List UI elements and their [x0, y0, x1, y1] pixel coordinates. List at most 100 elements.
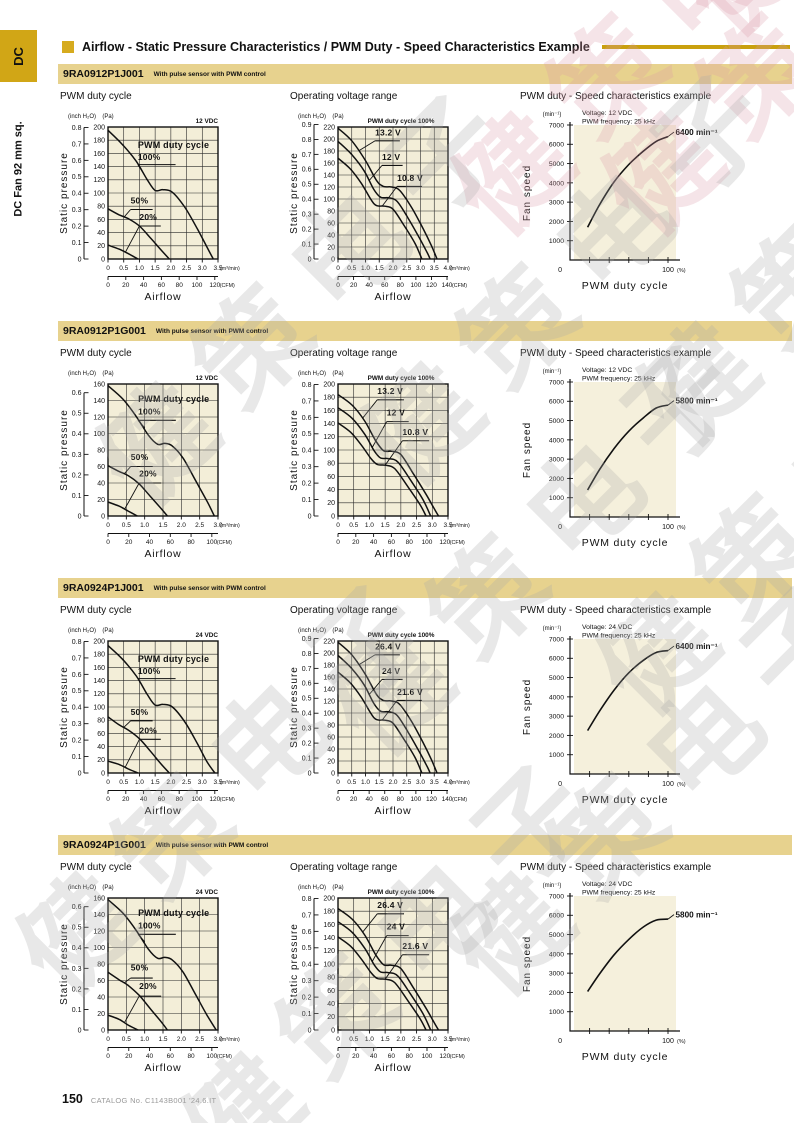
- svg-text:2.0: 2.0: [166, 265, 175, 272]
- svg-text:2.5: 2.5: [412, 1036, 421, 1043]
- svg-text:(Pa): (Pa): [332, 114, 343, 120]
- svg-text:Static pressure: Static pressure: [289, 923, 300, 1005]
- svg-text:160: 160: [93, 665, 105, 672]
- svg-text:0.7: 0.7: [302, 912, 312, 919]
- svg-text:3.0: 3.0: [428, 1036, 437, 1043]
- svg-text:0.2: 0.2: [302, 481, 312, 488]
- svg-text:180: 180: [323, 909, 335, 916]
- svg-text:60: 60: [327, 988, 335, 995]
- svg-text:80: 80: [187, 539, 195, 546]
- duty-chart-column: PWM duty cycle 0 0.1 0.2 0.3 0.4 0.5 0.6 0 20 40 6…: [58, 855, 288, 1082]
- speed-chart-title: PWM duty - Speed characteristics example: [520, 862, 712, 873]
- svg-text:200: 200: [323, 650, 335, 657]
- svg-text:40: 40: [370, 539, 378, 546]
- svg-text:40: 40: [97, 744, 105, 751]
- svg-text:80: 80: [397, 796, 405, 803]
- svg-text:0: 0: [558, 267, 562, 274]
- svg-text:160: 160: [323, 160, 335, 167]
- svg-text:0.5: 0.5: [72, 174, 82, 181]
- svg-text:40: 40: [97, 230, 105, 237]
- svg-text:0: 0: [336, 539, 340, 546]
- svg-text:120: 120: [209, 282, 220, 289]
- dc-category-tab[interactable]: DC: [0, 30, 37, 82]
- svg-text:0.3: 0.3: [72, 966, 82, 973]
- page-footer: 150 CATALOG No. C1143B001 '24.6.IT: [62, 1092, 794, 1106]
- svg-text:160: 160: [323, 922, 335, 929]
- duty-chart-title: PWM duty cycle: [60, 348, 132, 359]
- svg-text:1.0: 1.0: [361, 265, 370, 272]
- pwm-speed-chart: 1000 2000 3000 4000 5000 6000 7000 0 100 (%) (min⁻…: [518, 364, 792, 568]
- svg-text:140: 140: [93, 398, 105, 405]
- svg-text:3.0: 3.0: [213, 522, 222, 529]
- svg-text:80: 80: [327, 975, 335, 982]
- svg-text:PWM frequency: 25 kHz: PWM frequency: 25 kHz: [582, 376, 656, 383]
- svg-text:60: 60: [167, 1053, 175, 1060]
- svg-text:0.4: 0.4: [302, 197, 312, 204]
- svg-text:5000: 5000: [549, 161, 564, 168]
- svg-text:2000: 2000: [549, 219, 564, 226]
- svg-text:0.4: 0.4: [302, 962, 312, 969]
- airflow-duty-chart-svg: 0 0.1 0.2 0.3 0.4 0.5 0.6 0.7 0.8 0 20 40 60 80 100 120…: [59, 114, 240, 303]
- speed-chart-title: PWM duty - Speed characteristics example: [520, 348, 712, 359]
- svg-text:6400 min⁻¹: 6400 min⁻¹: [676, 642, 718, 651]
- svg-text:3.0: 3.0: [198, 265, 207, 272]
- svg-text:Static pressure: Static pressure: [59, 409, 70, 491]
- svg-text:2.0: 2.0: [396, 522, 405, 529]
- svg-text:80: 80: [97, 204, 105, 211]
- svg-text:140: 140: [323, 935, 335, 942]
- svg-text:(inch H₂O): (inch H₂O): [68, 885, 96, 891]
- svg-text:100: 100: [410, 796, 421, 803]
- svg-text:40: 40: [146, 539, 154, 546]
- svg-text:0.2: 0.2: [72, 224, 82, 231]
- dc-tab-label: DC: [11, 46, 26, 66]
- svg-text:0: 0: [331, 770, 335, 777]
- svg-text:24 VDC: 24 VDC: [196, 889, 219, 896]
- sidebar-product-label: DC Fan 92 mm sq.: [0, 84, 37, 254]
- svg-text:Static pressure: Static pressure: [59, 152, 70, 234]
- svg-text:0.1: 0.1: [72, 493, 82, 500]
- svg-text:0.4: 0.4: [72, 191, 82, 198]
- svg-text:(%): (%): [677, 782, 686, 788]
- svg-text:160: 160: [323, 408, 335, 415]
- svg-text:10.8 V: 10.8 V: [402, 427, 428, 437]
- svg-text:120: 120: [209, 796, 220, 803]
- model-band: 9RA0924P1G001 With pulse sensor with PWM…: [58, 835, 792, 855]
- model-band: 9RA0912P1J001 With pulse sensor with PWM…: [58, 64, 792, 84]
- svg-text:(inch H₂O): (inch H₂O): [298, 371, 326, 377]
- svg-text:20: 20: [327, 244, 335, 251]
- svg-text:0.8: 0.8: [302, 651, 312, 658]
- svg-text:3.0: 3.0: [416, 265, 425, 272]
- svg-text:120: 120: [323, 434, 335, 441]
- svg-text:12 V: 12 V: [387, 408, 405, 418]
- svg-text:2.5: 2.5: [402, 779, 411, 786]
- model-section: 9RA0912P1J001 With pulse sensor with PWM…: [58, 64, 792, 311]
- svg-text:0: 0: [558, 524, 562, 531]
- operating-voltage-chart: 0 0.1 0.2 0.3 0.4 0.5 0.6 0.7 0.8 0.9 0 20 40 60 80 100…: [288, 621, 518, 825]
- svg-text:0.3: 0.3: [72, 452, 82, 459]
- svg-text:100: 100: [93, 431, 105, 438]
- svg-text:180: 180: [93, 138, 105, 145]
- svg-text:0: 0: [558, 781, 562, 788]
- svg-text:(m³/min): (m³/min): [450, 780, 470, 786]
- svg-text:0.6: 0.6: [72, 672, 82, 679]
- svg-text:PWM duty cycle 100%: PWM duty cycle 100%: [368, 632, 435, 639]
- svg-text:20: 20: [125, 1053, 133, 1060]
- svg-text:60: 60: [97, 464, 105, 471]
- svg-text:60: 60: [388, 1053, 396, 1060]
- duty-chart-column: PWM duty cycle 0 0.1 0.2 0.3 0.4 0.5 0.6 0.7 0.8…: [58, 598, 288, 825]
- svg-text:0.5: 0.5: [302, 431, 312, 438]
- svg-text:200: 200: [93, 638, 105, 645]
- svg-text:100: 100: [93, 945, 105, 952]
- speed-chart-column: PWM duty - Speed characteristics example…: [518, 84, 792, 311]
- svg-text:80: 80: [176, 282, 184, 289]
- svg-text:24 V: 24 V: [382, 666, 400, 676]
- svg-text:PWM duty cycle: PWM duty cycle: [582, 537, 668, 549]
- svg-text:0.9: 0.9: [302, 122, 312, 129]
- svg-text:0.1: 0.1: [302, 1011, 312, 1018]
- svg-text:Static pressure: Static pressure: [289, 666, 300, 748]
- svg-text:80: 80: [406, 539, 414, 546]
- svg-text:(CFM): (CFM): [450, 1054, 465, 1060]
- svg-text:(Pa): (Pa): [102, 885, 113, 891]
- svg-text:0.3: 0.3: [302, 212, 312, 219]
- svg-text:1.0: 1.0: [361, 779, 370, 786]
